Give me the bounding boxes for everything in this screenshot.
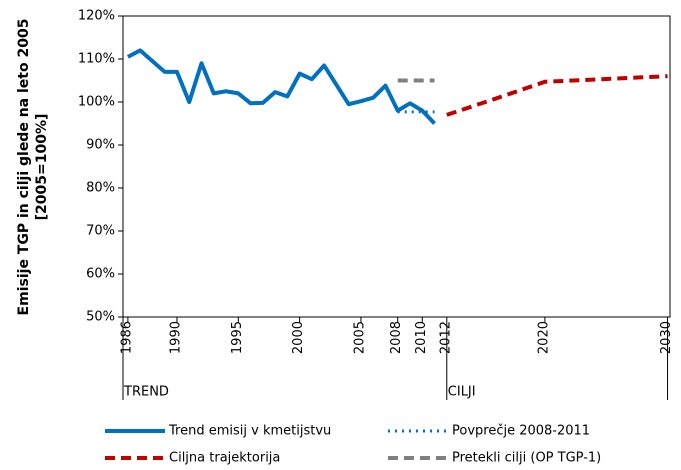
y-tick-label: 90%	[86, 138, 115, 153]
x-tick-label: 2012	[438, 321, 453, 354]
section-label: CILJI	[448, 385, 476, 400]
section-label: TREND	[123, 385, 169, 400]
legend-label: Pretekli cilji (OP TGP-1)	[452, 451, 601, 466]
y-tick-label: 50%	[86, 310, 115, 325]
y-axis-label: [2005=100%]	[34, 114, 50, 221]
x-tick-label: 1995	[230, 321, 245, 354]
y-tick-label: 60%	[86, 267, 115, 282]
y-tick-label: 80%	[86, 181, 115, 196]
x-tick-label: 1986	[119, 321, 134, 354]
x-tick-label: 2020	[536, 321, 551, 354]
x-tick-label: 2005	[352, 321, 367, 354]
series-line	[446, 74, 668, 117]
x-tick-label: 1990	[168, 321, 183, 354]
x-tick-label: 2010	[414, 321, 429, 354]
x-tick-label: 2000	[291, 321, 306, 354]
plot-frame	[122, 15, 671, 318]
y-tick-label: 100%	[78, 95, 115, 110]
x-tick-label: 2030	[659, 321, 674, 354]
y-axis-label: Emisije TGP in cilji glede na leto 2005	[16, 19, 32, 316]
x-tick-label: 2008	[389, 321, 404, 354]
legend-label: Trend emisij v kmetijstvu	[168, 424, 331, 439]
legend-label: Ciljna trajektorija	[169, 451, 280, 466]
legend-label: Povprečje 2008-2011	[452, 424, 590, 439]
series-line	[126, 48, 436, 125]
y-tick-label: 70%	[86, 224, 115, 239]
y-tick-label: 110%	[78, 52, 115, 67]
y-tick-label: 120%	[78, 9, 115, 24]
